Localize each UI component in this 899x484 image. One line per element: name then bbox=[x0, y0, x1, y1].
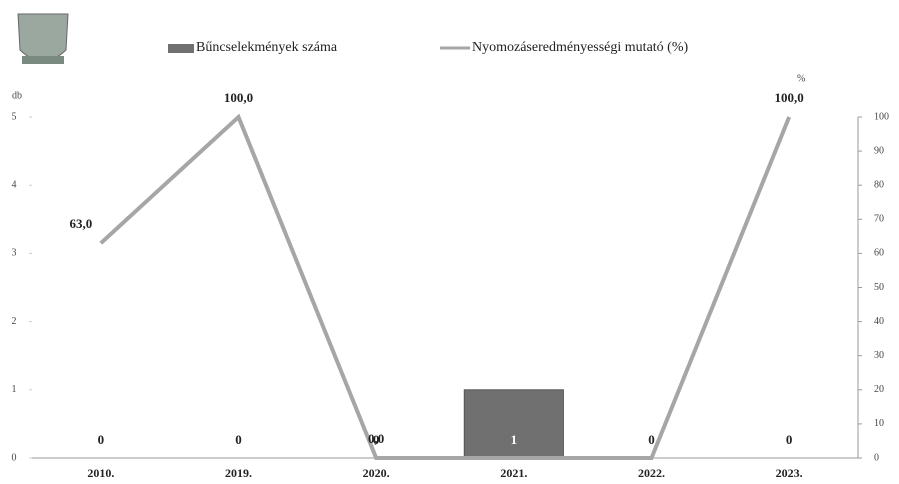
x-tick-label: 2019. bbox=[225, 466, 252, 480]
y2-tick-label: 60 bbox=[874, 248, 884, 259]
x-tick-label: 2022. bbox=[638, 466, 665, 480]
line-value-label: 63,0 bbox=[69, 216, 92, 231]
y-tick-label: 4 bbox=[12, 179, 17, 190]
y-axis-label: db bbox=[12, 90, 22, 101]
y2-tick-label: 40 bbox=[874, 316, 884, 327]
line-value-label: 0,0 bbox=[368, 431, 384, 446]
bar-value-label: 0 bbox=[648, 432, 655, 447]
y-tick-label: 1 bbox=[12, 384, 17, 395]
bar-value-label: 0 bbox=[235, 432, 242, 447]
line-value-label: 100,0 bbox=[775, 90, 804, 105]
y2-tick-label: 100 bbox=[874, 111, 889, 122]
y-tick-label: 5 bbox=[12, 111, 17, 122]
x-tick-label: 2023. bbox=[776, 466, 803, 480]
y2-tick-label: 20 bbox=[874, 384, 884, 395]
bar-value-label: 0 bbox=[786, 432, 793, 447]
y-tick-label: 2 bbox=[12, 316, 17, 327]
bar-value-label: 1 bbox=[511, 432, 518, 447]
y-tick-label: 0 bbox=[12, 452, 17, 463]
bar-value-label: 0 bbox=[98, 432, 105, 447]
x-tick-label: 2021. bbox=[500, 466, 527, 480]
y-tick-label: 3 bbox=[12, 248, 17, 259]
line bbox=[101, 117, 789, 458]
y2-tick-label: 10 bbox=[874, 418, 884, 429]
chart: % db 01234501020304050607080901002010.20… bbox=[0, 0, 899, 484]
legend-swatch bbox=[168, 44, 194, 53]
y2-axis-label: % bbox=[797, 73, 805, 84]
x-tick-label: 2010. bbox=[87, 466, 114, 480]
y2-tick-label: 30 bbox=[874, 350, 884, 361]
x-tick-label: 2020. bbox=[363, 466, 390, 480]
y2-tick-label: 0 bbox=[874, 452, 879, 463]
y2-tick-label: 70 bbox=[874, 214, 884, 225]
line-value-label: 100,0 bbox=[224, 90, 253, 105]
y2-tick-label: 50 bbox=[874, 282, 884, 293]
bar bbox=[464, 390, 563, 458]
y2-tick-label: 90 bbox=[874, 145, 884, 156]
y2-tick-label: 80 bbox=[874, 179, 884, 190]
legend-label: Nyomozáseredményességi mutató (%) bbox=[472, 40, 688, 55]
legend-label: Bűncselekmények száma bbox=[196, 40, 338, 55]
logo bbox=[18, 14, 68, 64]
